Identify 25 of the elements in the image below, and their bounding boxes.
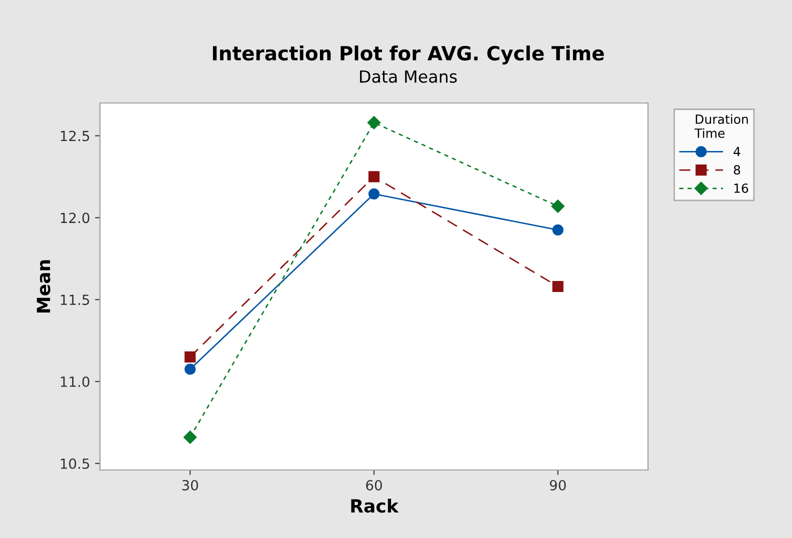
legend-label: 16 bbox=[734, 184, 748, 193]
x-axis-title: Rack bbox=[351, 498, 399, 513]
point bbox=[367, 116, 381, 130]
point bbox=[184, 351, 196, 363]
point bbox=[551, 200, 564, 213]
y-tick-label: 10.5 bbox=[60, 458, 90, 469]
point bbox=[184, 430, 197, 444]
y-tick-label: 12.0 bbox=[60, 212, 90, 224]
point bbox=[184, 364, 196, 375]
legend-title: Duration Time bbox=[694, 114, 748, 138]
chart-title: Interaction Plot for AVG. Cycle Time bbox=[212, 46, 604, 64]
point bbox=[368, 188, 380, 200]
y-axis-title: Mean bbox=[36, 260, 50, 312]
x-tick-label: 90 bbox=[550, 480, 566, 490]
x-tick-label: 30 bbox=[182, 480, 198, 490]
point bbox=[368, 171, 380, 182]
legend-label: 4 bbox=[734, 146, 740, 156]
y-tick-label: 11.0 bbox=[60, 376, 90, 387]
legend-label: 8 bbox=[734, 165, 740, 175]
chart-subtitle: Data Means bbox=[360, 70, 457, 83]
point bbox=[552, 224, 564, 236]
x-tick-label: 60 bbox=[366, 480, 382, 490]
y-tick-label: 11.5 bbox=[60, 294, 90, 306]
point bbox=[552, 280, 564, 292]
y-tick-label: 12.5 bbox=[60, 130, 90, 142]
